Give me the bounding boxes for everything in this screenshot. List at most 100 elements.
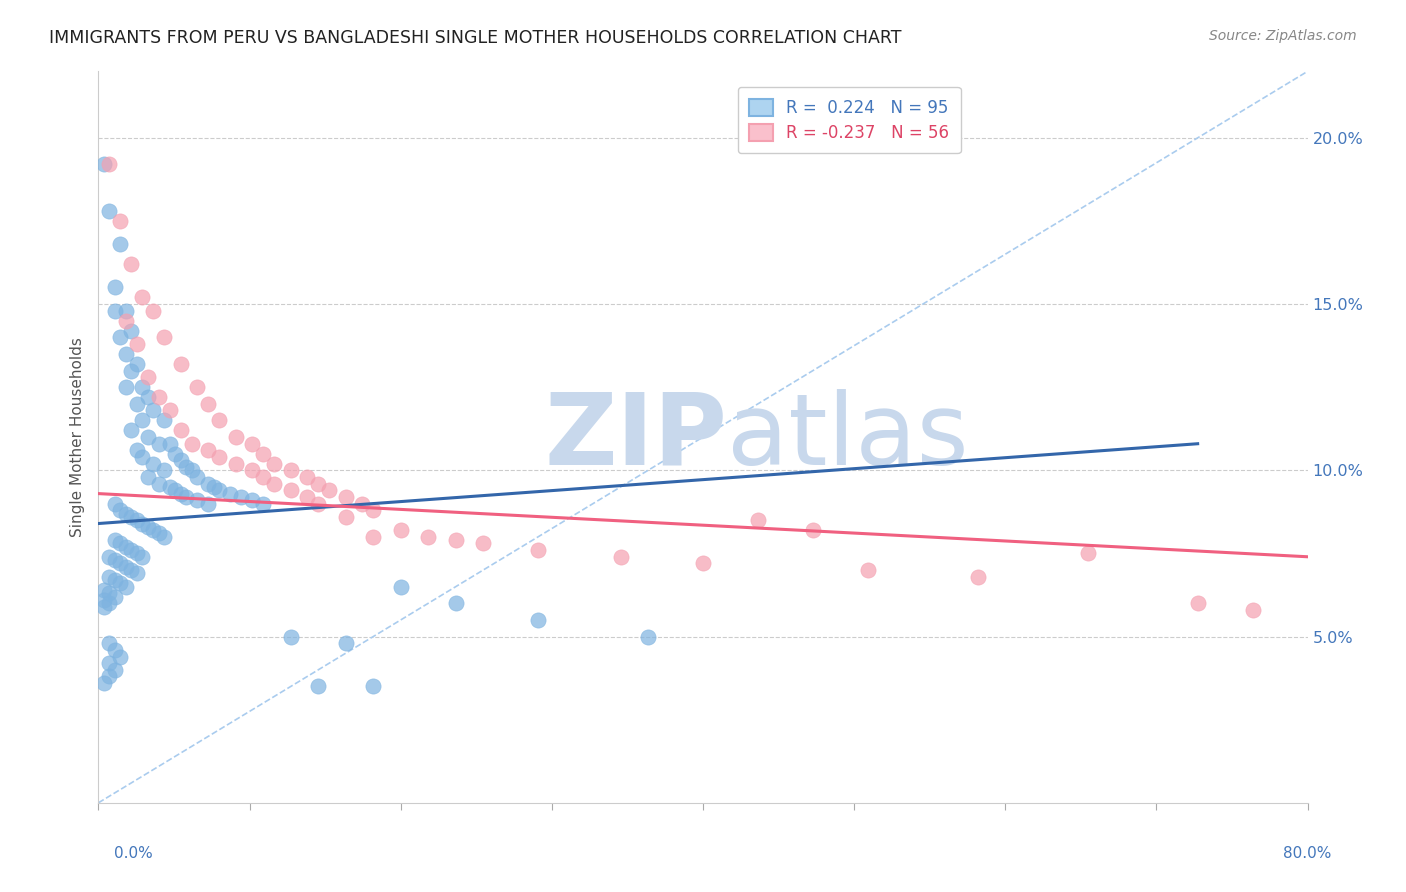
- Point: [104, 663, 127, 677]
- Point: [115, 559, 138, 574]
- Point: [104, 553, 127, 567]
- Point: [104, 573, 127, 587]
- Point: [148, 390, 170, 404]
- Point: [153, 330, 176, 344]
- Point: [527, 613, 550, 627]
- Point: [120, 509, 142, 524]
- Point: [307, 497, 329, 511]
- Point: [120, 324, 142, 338]
- Point: [966, 570, 988, 584]
- Point: [335, 636, 357, 650]
- Point: [110, 214, 132, 228]
- Point: [444, 596, 467, 610]
- Point: [136, 370, 159, 384]
- Point: [240, 463, 263, 477]
- Point: [692, 557, 714, 571]
- Point: [335, 490, 357, 504]
- Point: [307, 680, 329, 694]
- Point: [197, 476, 219, 491]
- Point: [148, 436, 170, 450]
- Point: [120, 363, 142, 377]
- Point: [186, 380, 208, 394]
- Point: [125, 397, 148, 411]
- Point: [120, 257, 142, 271]
- Point: [240, 493, 263, 508]
- Point: [110, 649, 132, 664]
- Point: [98, 586, 121, 600]
- Point: [335, 509, 357, 524]
- Point: [165, 483, 187, 498]
- Point: [131, 516, 153, 531]
- Point: [159, 436, 181, 450]
- Point: [361, 503, 384, 517]
- Point: [170, 453, 193, 467]
- Point: [142, 523, 165, 537]
- Point: [104, 280, 127, 294]
- Point: [159, 480, 181, 494]
- Text: Source: ZipAtlas.com: Source: ZipAtlas.com: [1209, 29, 1357, 43]
- Point: [472, 536, 495, 550]
- Point: [197, 443, 219, 458]
- Point: [1077, 546, 1099, 560]
- Point: [125, 443, 148, 458]
- Point: [131, 549, 153, 564]
- Point: [142, 303, 165, 318]
- Point: [125, 566, 148, 581]
- Point: [225, 430, 247, 444]
- Point: [110, 576, 132, 591]
- Point: [125, 357, 148, 371]
- Point: [136, 520, 159, 534]
- Point: [115, 507, 138, 521]
- Point: [131, 413, 153, 427]
- Point: [131, 450, 153, 464]
- Point: [252, 470, 274, 484]
- Point: [444, 533, 467, 548]
- Point: [98, 636, 121, 650]
- Point: [176, 460, 198, 475]
- Text: 80.0%: 80.0%: [1284, 846, 1331, 861]
- Point: [307, 476, 329, 491]
- Point: [115, 347, 138, 361]
- Point: [180, 463, 202, 477]
- Point: [110, 237, 132, 252]
- Point: [115, 314, 138, 328]
- Point: [297, 470, 319, 484]
- Point: [142, 403, 165, 417]
- Point: [93, 676, 115, 690]
- Point: [361, 680, 384, 694]
- Point: [263, 476, 285, 491]
- Point: [208, 413, 231, 427]
- Point: [115, 540, 138, 554]
- Point: [280, 483, 302, 498]
- Point: [136, 390, 159, 404]
- Point: [136, 430, 159, 444]
- Point: [93, 157, 115, 171]
- Point: [186, 493, 208, 508]
- Point: [280, 630, 302, 644]
- Point: [252, 447, 274, 461]
- Point: [418, 530, 440, 544]
- Point: [115, 303, 138, 318]
- Point: [389, 523, 412, 537]
- Text: atlas: atlas: [727, 389, 969, 485]
- Point: [389, 580, 412, 594]
- Point: [527, 543, 550, 558]
- Point: [352, 497, 374, 511]
- Point: [197, 397, 219, 411]
- Point: [110, 330, 132, 344]
- Point: [208, 450, 231, 464]
- Point: [856, 563, 879, 577]
- Point: [142, 457, 165, 471]
- Point: [148, 526, 170, 541]
- Point: [263, 457, 285, 471]
- Point: [153, 413, 176, 427]
- Point: [104, 533, 127, 548]
- Point: [98, 570, 121, 584]
- Point: [801, 523, 824, 537]
- Point: [280, 463, 302, 477]
- Text: IMMIGRANTS FROM PERU VS BANGLADESHI SINGLE MOTHER HOUSEHOLDS CORRELATION CHART: IMMIGRANTS FROM PERU VS BANGLADESHI SING…: [49, 29, 901, 46]
- Point: [115, 380, 138, 394]
- Point: [125, 513, 148, 527]
- Point: [93, 599, 115, 614]
- Point: [197, 497, 219, 511]
